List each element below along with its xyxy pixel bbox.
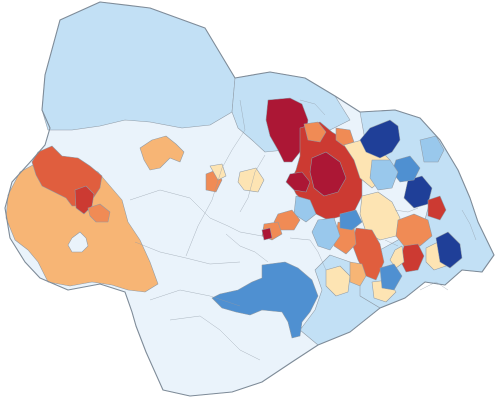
region-central-mid-blue-2	[339, 209, 363, 231]
region-south-blue-district	[211, 261, 319, 339]
region-central-dark-red-1	[309, 151, 347, 197]
region-east-orange-patch	[395, 213, 433, 247]
region-mid-cream-4	[389, 245, 405, 269]
region-center-cream-b	[139, 135, 185, 171]
region-center-orange-a	[273, 209, 301, 231]
region-south-cream-1	[325, 265, 351, 297]
region-center-dark-red-small	[261, 227, 273, 241]
region-central-lowmid-1	[311, 217, 341, 251]
region-east-mid-blue-2	[369, 159, 399, 191]
region-east-mid-blue-4	[379, 263, 403, 291]
region-west-red-inner	[74, 185, 95, 215]
region-south-red-1	[351, 227, 385, 281]
lake-west	[67, 231, 89, 253]
region-central-lowmid-2	[293, 195, 317, 223]
region-east-mid-blue-3	[419, 135, 445, 163]
region-west-orange-edge	[87, 203, 111, 223]
region-east-red-small	[427, 195, 447, 221]
region-north-red-urban	[265, 97, 309, 163]
region-east-navy-north	[359, 119, 401, 159]
region-east-navy-south	[435, 231, 463, 269]
region-central-dark-red-2	[285, 171, 311, 193]
territory-outline	[4, 1, 495, 397]
region-north-lobe	[41, 1, 236, 131]
boundary-lines	[129, 99, 477, 361]
region-south-cream-2	[349, 261, 367, 287]
region-central-orange-1	[303, 121, 327, 143]
region-center-cream-a	[237, 167, 265, 193]
